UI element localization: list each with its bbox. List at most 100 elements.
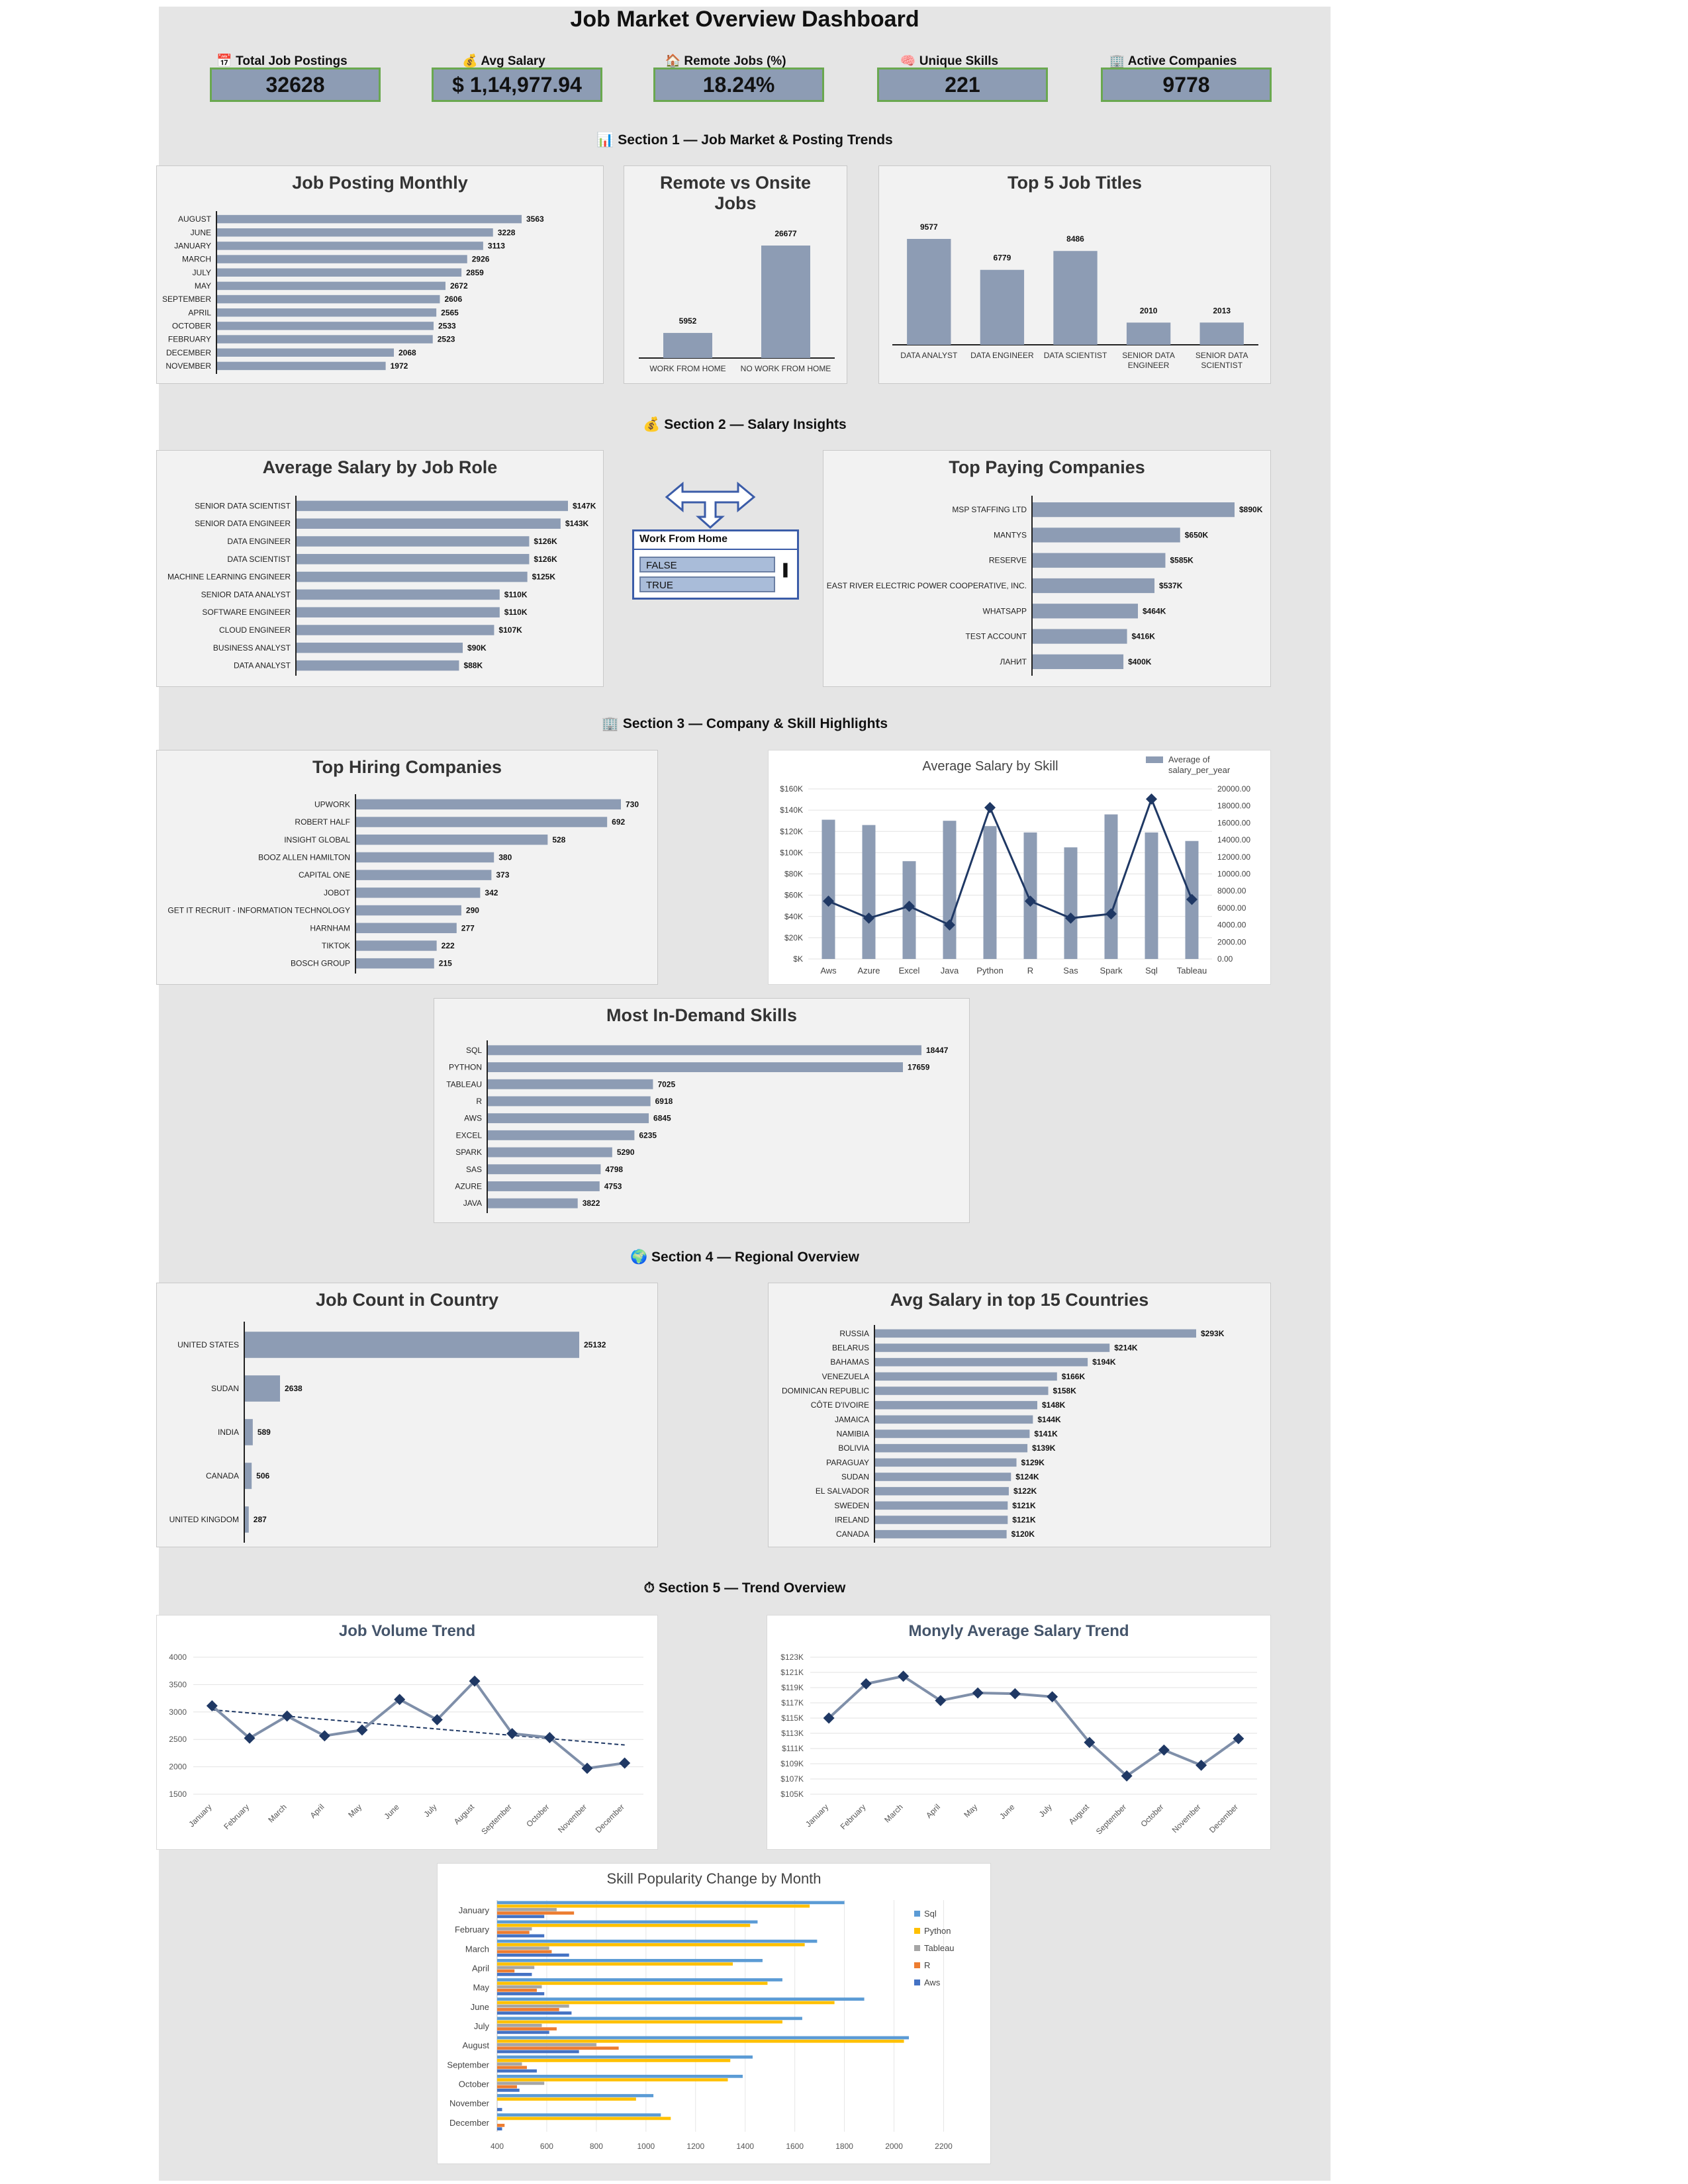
marker-azure (863, 912, 874, 924)
bar-r-october (497, 2085, 517, 2089)
data-label-sudan: 2638 (285, 1384, 303, 1393)
category-label-october: October (459, 2079, 490, 2089)
category-label-india: INDIA (218, 1428, 239, 1437)
bar-business-analyst (297, 643, 463, 653)
kpi-label-companies: 🏢 Active Companies (1109, 54, 1237, 68)
category-label-aws: AWS (464, 1114, 482, 1123)
marker-september (506, 1727, 518, 1739)
slicer-item-true[interactable]: TRUE (639, 576, 775, 592)
legend-label-sql: Sql (924, 1909, 937, 1919)
category-label-java: Java (941, 966, 959, 976)
legend-label-r: R (924, 1960, 930, 1970)
bar-work-from-home (663, 333, 712, 358)
bar-india (245, 1419, 253, 1445)
data-label-ireland: $121K (1012, 1516, 1036, 1525)
bar-senior-data-scientist (1199, 322, 1244, 345)
slicer-item-false[interactable]: FALSE (639, 557, 775, 572)
series-line (827, 796, 1193, 927)
bar-r-september (497, 2066, 527, 2070)
marker-december (619, 1757, 631, 1769)
category-label-february: February (455, 1925, 490, 1934)
chart-avg-salary-countries: RUSSIA $293K BELARUS $214K BAHAMAS $194K VENEZ… (782, 1325, 1225, 1543)
x-tick-label-december: December (1207, 1802, 1240, 1835)
bar-sql-may (497, 1978, 782, 1981)
bar-tableau-july (497, 2023, 542, 2027)
chart-job-count-country: UNITED STATES 25132 SUDAN 2638 INDIA 589 CANAD… (169, 1322, 606, 1543)
bar-aws-may (497, 1992, 545, 1995)
bar-october (217, 322, 434, 330)
marker-sql (1146, 793, 1157, 805)
bar-r-may (497, 1988, 537, 1992)
bar-harnham (356, 923, 457, 933)
kpi-remote: 18.24% (653, 68, 824, 102)
slicer-scrollbar-icon[interactable]: ▌ (783, 563, 792, 576)
x-tick-label-july: July (1037, 1802, 1054, 1819)
section-3-header: 🏢 Section 3 — Company & Skill Highlights (601, 716, 888, 731)
data-label-mantys: $650K (1185, 530, 1209, 539)
data-label-capital-one: 373 (496, 870, 509, 880)
legend-label-salary: Average of (1168, 754, 1210, 764)
x-tick-label: 800 (590, 2142, 603, 2151)
bar-december (217, 348, 394, 357)
category-label-east-river-electric-power-cooperative-inc: EAST RIVER ELECTRIC POWER COOPERATIVE, I… (827, 581, 1027, 590)
bar-sweden (875, 1501, 1008, 1510)
bar-aws-october (497, 2088, 520, 2092)
x-tick-label: 400 (491, 2142, 504, 2151)
bar-sql (1145, 832, 1158, 959)
category-label-ireland: IRELAND (835, 1516, 869, 1525)
data-label-july: 2859 (466, 268, 484, 277)
bar-azure (488, 1181, 600, 1191)
category-label-august: August (463, 2040, 490, 2050)
bar-canada (245, 1463, 252, 1489)
data-label-whatsapp: $464K (1143, 606, 1166, 615)
category-label-software-engineer: SOFTWARE ENGINEER (202, 608, 291, 617)
chart-title-top-paying-companies: Top Paying Companies (949, 457, 1145, 477)
x-tick-label-october: October (524, 1802, 551, 1829)
category-label-data-analyst: DATA ANALYST (234, 661, 291, 670)
data-label-data-analyst: $88K (463, 661, 483, 670)
category-label-sas: Sas (1063, 966, 1078, 976)
chart-title-job-volume-trend: Job Volume Trend (338, 1622, 476, 1640)
category-label-jamaica: JAMAICA (835, 1415, 869, 1424)
data-label-msp-staffing-ltd: $890K (1239, 505, 1263, 514)
category-label-capital-one: CAPITAL ONE (299, 870, 350, 880)
bar-sql-september (497, 2055, 753, 2059)
bar-no-work-from-home (761, 246, 810, 358)
data-label-united-states: 25132 (584, 1340, 606, 1349)
y2-tick-label: 0.00 (1217, 954, 1233, 964)
bar-jamaica (875, 1415, 1033, 1424)
data-label-march: 2926 (472, 255, 490, 264)
bar-whatsapp (1033, 604, 1139, 619)
dashboard-canvas: Job Market Overview Dashboard 📅 Total Jo… (156, 7, 1331, 2181)
bar-software-engineer (297, 607, 500, 617)
legend-swatch-r (914, 1962, 920, 1968)
category-label-senior-data-engineer: SENIOR DATA ENGINEER (195, 519, 291, 528)
data-label-upwork: 730 (626, 799, 639, 809)
bar-march (217, 255, 467, 263)
chart-title-job-count-country: Job Count in Country (316, 1290, 498, 1310)
x-tick-label-august: August (1067, 1802, 1092, 1827)
marker-sas (1065, 912, 1076, 924)
x-tick-label: 1800 (835, 2142, 853, 2151)
bar-sql-april (497, 1958, 763, 1962)
work-from-home-slicer[interactable]: Work From Home FALSE TRUE ▌ (632, 529, 799, 600)
data-label-software-engineer: $110K (504, 608, 528, 617)
category-label-data-analyst: DATA ANALYST (900, 351, 958, 360)
data-label-senior-data-scientist: $147K (573, 501, 596, 510)
category-label-sudan: SUDAN (211, 1384, 239, 1393)
data-label-test-account: $416K (1132, 632, 1156, 641)
y-tick-label: $160K (780, 784, 803, 794)
chart-avg-salary-role: SENIOR DATA SCIENTIST $147K SENIOR DATA EN… (167, 496, 596, 676)
category-label-september: September (447, 2060, 489, 2070)
bar-r-february (497, 1931, 530, 1934)
category-label-java: JAVA (463, 1199, 482, 1208)
category-label-el-salvador: EL SALVADOR (816, 1486, 869, 1496)
bar-tableau-may (497, 1985, 542, 1989)
data-label-machine-learning-engineer: $125K (532, 572, 556, 582)
data-label-data-scientist: $126K (534, 555, 557, 564)
category-label-november: November (449, 2099, 490, 2109)
x-tick-label-april: April (308, 1802, 326, 1820)
legend-swatch-salary (1146, 756, 1163, 763)
marker-may (972, 1687, 984, 1699)
section-1-header: 📊 Section 1 — Job Market & Posting Trend… (596, 132, 893, 148)
